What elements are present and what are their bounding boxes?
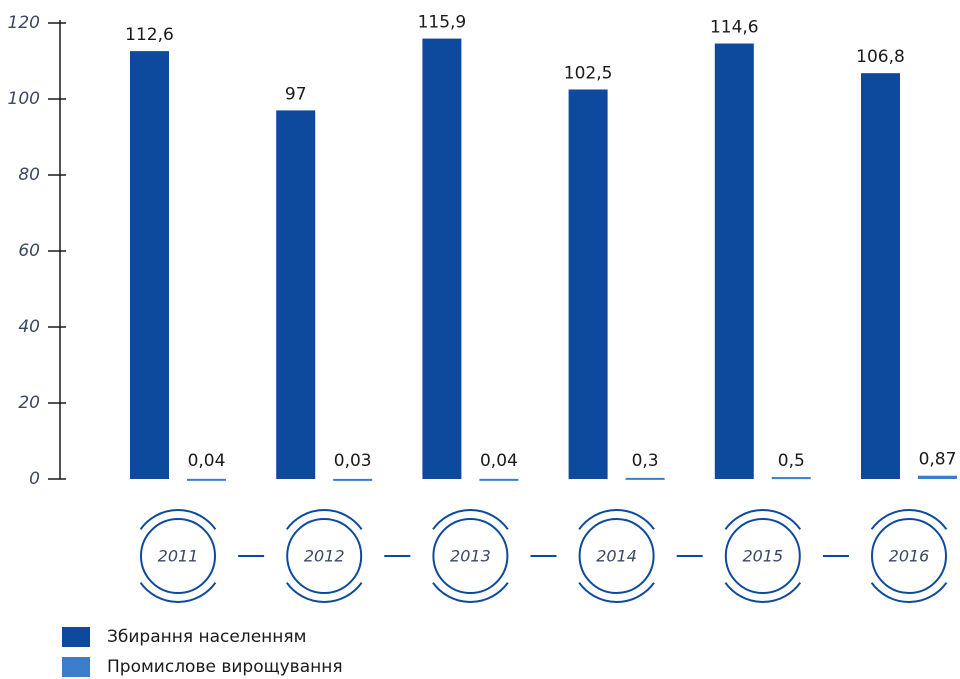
year-arc	[285, 509, 363, 530]
bar	[422, 38, 462, 480]
year-arc	[578, 509, 655, 530]
year-label: 2011	[158, 547, 199, 566]
y-tick-label: 100	[8, 89, 40, 109]
year-ring	[578, 518, 655, 594]
legend-label: Збирання населенням	[107, 627, 306, 647]
value-label: 112,6	[125, 25, 174, 45]
y-tick-label: 80	[18, 165, 40, 185]
value-label: 0,03	[334, 451, 372, 471]
year-label: 2013	[450, 547, 491, 566]
year-arc	[139, 582, 217, 603]
bar	[714, 43, 754, 480]
year-ring	[724, 518, 801, 594]
year-arc	[285, 582, 363, 603]
year-arc	[432, 509, 509, 530]
legend-swatch	[62, 657, 90, 677]
year-arc	[432, 582, 509, 603]
year-arc	[724, 509, 802, 530]
value-label: 106,8	[856, 47, 905, 67]
y-tick-label: 0	[29, 469, 40, 489]
value-label: 97	[285, 84, 307, 104]
year-arc	[870, 582, 948, 603]
year-label: 2014	[596, 547, 637, 566]
year-label: 2015	[742, 547, 783, 566]
bar	[479, 478, 519, 481]
bar	[625, 477, 665, 480]
value-label: 0,5	[778, 451, 805, 471]
bar	[771, 477, 811, 480]
value-label: 0,3	[632, 451, 659, 471]
legend-swatch	[62, 627, 90, 647]
year-arc	[139, 509, 217, 530]
value-label: 0,87	[919, 450, 957, 470]
year-ring	[432, 518, 509, 594]
value-label: 0,04	[188, 451, 226, 471]
y-tick-label: 40	[18, 317, 40, 337]
bar	[130, 51, 169, 480]
year-ring	[871, 518, 947, 594]
year-arc	[578, 582, 655, 603]
bar	[918, 475, 957, 479]
year-label: 2012	[304, 547, 345, 566]
year-arc	[724, 582, 802, 603]
year-label: 2016	[889, 547, 930, 566]
y-tick-label: 120	[8, 13, 40, 33]
y-tick-label: 20	[18, 393, 40, 413]
bar	[276, 110, 316, 480]
year-arc	[870, 509, 948, 530]
value-label: 102,5	[564, 64, 613, 84]
legend-label: Промислове вирощування	[107, 657, 343, 677]
year-ring	[140, 518, 216, 594]
bar	[568, 89, 608, 479]
bar	[861, 73, 900, 479]
value-label: 115,9	[418, 13, 467, 33]
year-ring	[286, 518, 363, 594]
bar	[187, 478, 226, 481]
value-label: 0,04	[480, 451, 518, 471]
bar	[333, 478, 373, 481]
y-tick-label: 60	[18, 241, 40, 261]
value-label: 114,6	[710, 18, 759, 38]
